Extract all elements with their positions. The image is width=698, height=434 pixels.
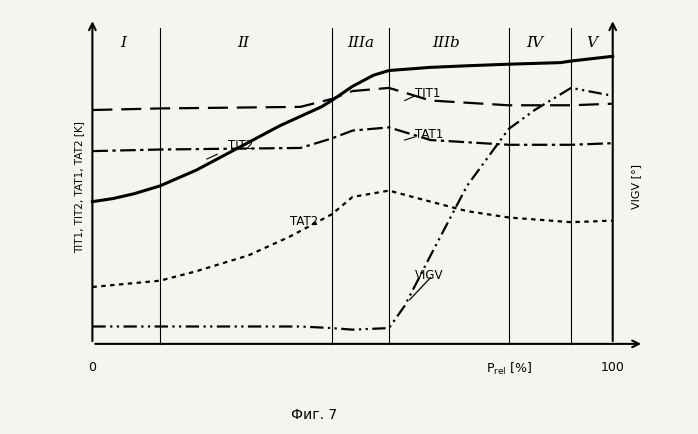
Text: 100: 100 (601, 360, 625, 373)
Text: IIIa: IIIa (347, 36, 374, 50)
Text: I: I (121, 36, 126, 50)
Text: Фиг. 7: Фиг. 7 (291, 407, 337, 421)
Text: TAT1: TAT1 (415, 128, 443, 141)
Text: II: II (237, 36, 249, 50)
Text: VIGV [°]: VIGV [°] (631, 164, 641, 209)
Text: TIT1, TIT2, TAT1, TAT2 [K]: TIT1, TIT2, TAT1, TAT2 [K] (75, 121, 84, 252)
Text: VIGV: VIGV (415, 268, 443, 281)
Text: TIT2: TIT2 (228, 139, 253, 152)
Text: P$_{\rm rel}$ [%]: P$_{\rm rel}$ [%] (486, 360, 532, 376)
Text: 0: 0 (89, 360, 96, 373)
Text: IIIb: IIIb (432, 36, 460, 50)
Text: TAT2: TAT2 (290, 215, 318, 227)
Text: IV: IV (526, 36, 543, 50)
Text: TIT1: TIT1 (415, 87, 440, 100)
Text: V: V (586, 36, 597, 50)
